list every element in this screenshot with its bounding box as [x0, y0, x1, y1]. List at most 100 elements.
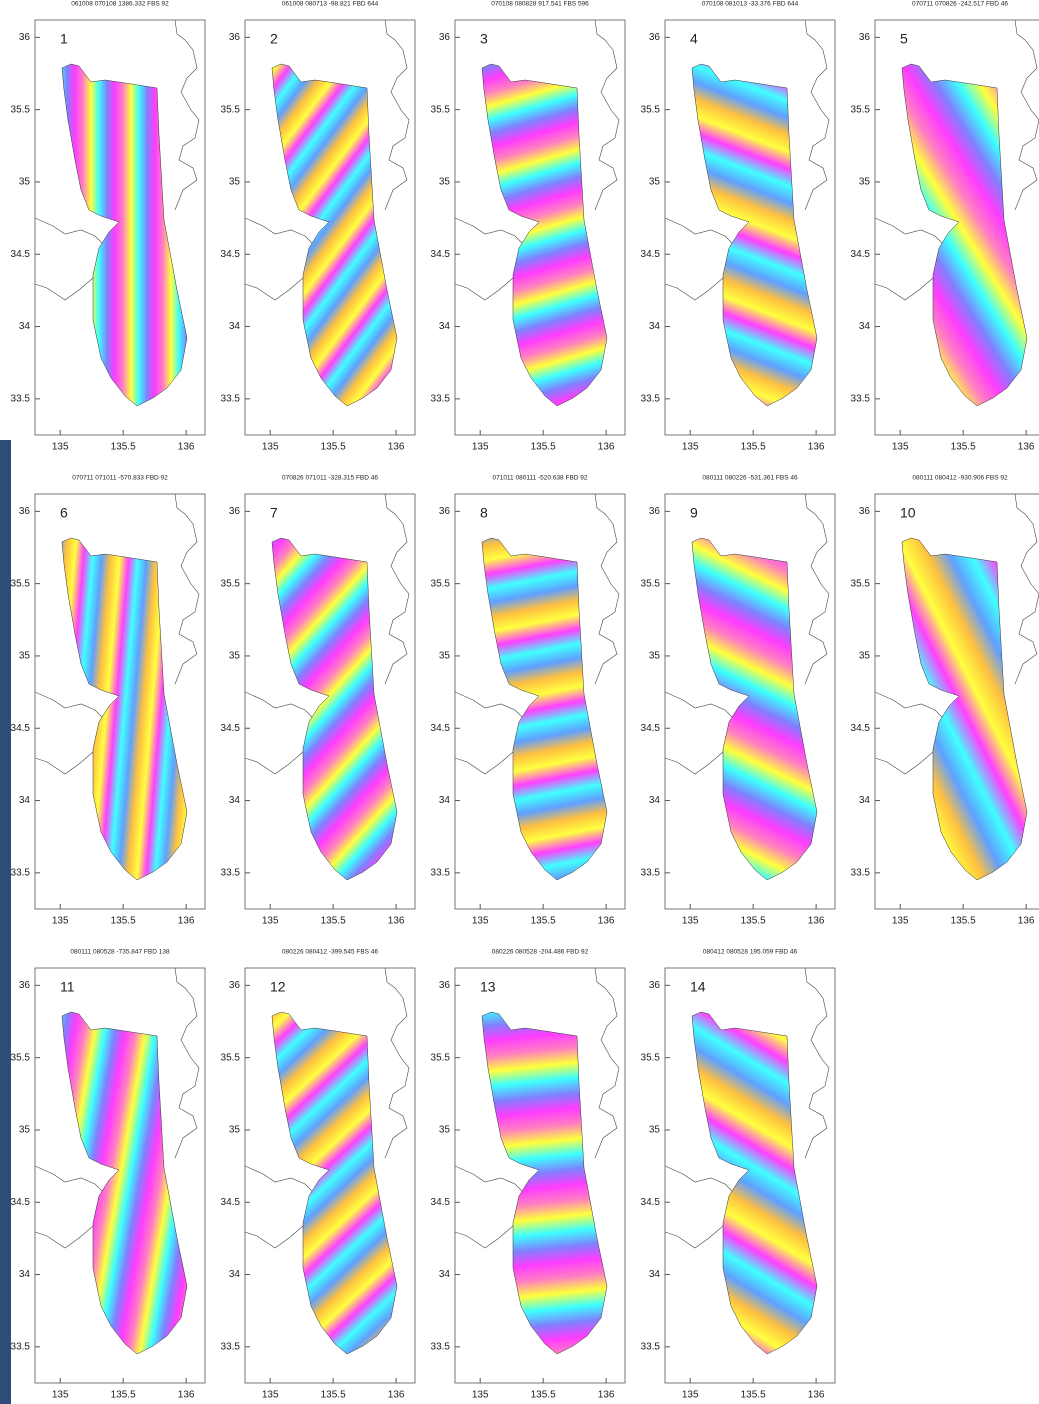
y-tick-label: 34	[229, 795, 241, 806]
y-tick-label: 35.5	[431, 104, 451, 115]
interferogram	[482, 64, 607, 406]
y-tick-label: 35	[859, 177, 871, 188]
panel-label: 7	[270, 505, 278, 521]
y-tick-label: 35.5	[11, 1052, 31, 1063]
y-tick-label: 34	[19, 795, 31, 806]
y-tick-label: 36	[859, 32, 871, 43]
y-tick-label: 35	[649, 651, 661, 662]
x-tick-label: 136	[388, 916, 405, 927]
x-tick-label: 135.5	[531, 916, 556, 927]
panel-label: 8	[480, 505, 488, 521]
interferogram	[902, 64, 1027, 406]
panel-title: 080111 080412 -930.906 FBS 92	[912, 475, 1008, 482]
y-tick-label: 33.5	[641, 393, 661, 404]
panel: 135135.513633.53434.53535.5364070108 081…	[641, 1, 835, 453]
coastline	[385, 20, 409, 210]
y-tick-label: 36	[229, 506, 241, 517]
y-tick-label: 34	[649, 795, 661, 806]
x-tick-label: 135	[892, 442, 909, 453]
panel-title: 080226 080412 -399.545 FBS 46	[282, 949, 379, 956]
y-tick-label: 36	[649, 506, 661, 517]
y-tick-label: 34	[859, 321, 871, 332]
y-tick-label: 34.5	[11, 1197, 31, 1208]
y-tick-label: 35.5	[641, 1052, 661, 1063]
panel-title: 070711 070826 -242.517 FBD 46	[912, 1, 1008, 8]
y-tick-label: 34.5	[221, 249, 241, 260]
y-tick-label: 33.5	[11, 867, 31, 878]
y-tick-label: 35.5	[431, 1052, 451, 1063]
panel-title: 061008 070108 1386.332 FBS 92	[71, 1, 169, 8]
y-tick-label: 33.5	[431, 393, 451, 404]
y-tick-label: 34	[439, 321, 451, 332]
panel-label: 13	[480, 979, 496, 995]
y-tick-label: 35.5	[851, 104, 871, 115]
panel-title: 080412 080528 195.059 FBD 46	[703, 949, 798, 956]
y-tick-label: 35	[229, 651, 241, 662]
coastline	[175, 968, 199, 1158]
interferogram	[902, 538, 1027, 880]
panel-title: 070826 071011 -328.315 FBD 46	[282, 475, 378, 482]
panel: 135135.513633.53434.53535.53614080412 08…	[641, 949, 835, 1401]
panel: 135135.513633.53434.53535.5369080111 080…	[641, 475, 835, 927]
y-tick-label: 34	[439, 1269, 451, 1280]
coastline	[595, 20, 619, 210]
x-tick-label: 135	[472, 1390, 489, 1401]
x-tick-label: 135	[682, 442, 699, 453]
coastline	[385, 494, 409, 684]
y-tick-label: 34.5	[431, 723, 451, 734]
panel-label: 12	[270, 979, 286, 995]
y-tick-label: 35	[439, 177, 451, 188]
panel: 135135.513633.53434.53535.53612080226 08…	[221, 949, 415, 1401]
y-tick-label: 36	[19, 32, 31, 43]
panel: 135135.513633.53434.53535.53611080111 08…	[11, 949, 205, 1401]
x-tick-label: 136	[808, 442, 825, 453]
coastline	[175, 20, 199, 210]
panel-label: 11	[60, 979, 75, 995]
y-tick-label: 35.5	[641, 578, 661, 589]
panel-label: 10	[900, 505, 916, 521]
x-tick-label: 135	[682, 1390, 699, 1401]
coastline	[1015, 20, 1039, 210]
x-tick-label: 135.5	[111, 442, 136, 453]
interferogram	[62, 64, 187, 406]
panel-label: 5	[900, 31, 908, 47]
interferogram	[692, 1012, 817, 1354]
y-tick-label: 35.5	[221, 578, 241, 589]
y-tick-label: 35.5	[431, 578, 451, 589]
x-tick-label: 135	[892, 916, 909, 927]
y-tick-label: 35.5	[641, 104, 661, 115]
interferogram	[272, 1012, 397, 1354]
y-tick-label: 36	[649, 980, 661, 991]
y-tick-label: 34	[649, 1269, 661, 1280]
x-tick-label: 135.5	[951, 442, 976, 453]
x-tick-label: 135	[472, 442, 489, 453]
y-tick-label: 33.5	[11, 393, 31, 404]
y-tick-label: 33.5	[221, 1341, 241, 1352]
y-tick-label: 35	[859, 651, 871, 662]
x-tick-label: 136	[388, 1390, 405, 1401]
y-tick-label: 33.5	[641, 1341, 661, 1352]
x-tick-label: 135	[682, 916, 699, 927]
x-tick-label: 135.5	[741, 916, 766, 927]
y-tick-label: 35.5	[11, 104, 31, 115]
figure-canvas: 135135.513633.53434.53535.5361061008 070…	[0, 0, 1039, 1404]
x-tick-label: 135.5	[531, 442, 556, 453]
interferogram	[692, 538, 817, 880]
x-tick-label: 136	[1018, 442, 1035, 453]
x-tick-label: 136	[178, 442, 195, 453]
panel-label: 1	[60, 31, 68, 47]
coastline	[805, 20, 829, 210]
x-tick-label: 136	[1018, 916, 1035, 927]
figure: 135135.513633.53434.53535.5361061008 070…	[0, 0, 1039, 1404]
y-tick-label: 34.5	[641, 1197, 661, 1208]
y-tick-label: 34.5	[641, 249, 661, 260]
x-tick-label: 135.5	[531, 1390, 556, 1401]
panel-title: 070711 071011 -570.833 FBD 92	[72, 475, 168, 482]
x-tick-label: 135	[262, 442, 279, 453]
y-tick-label: 35	[649, 1125, 661, 1136]
y-tick-label: 34.5	[851, 723, 871, 734]
coastline	[1015, 494, 1039, 684]
y-tick-label: 33.5	[11, 1341, 31, 1352]
